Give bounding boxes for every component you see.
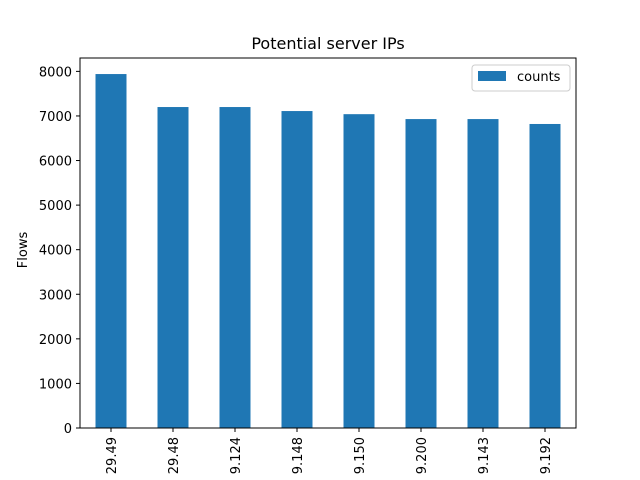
y-axis: 0 1000 2000 3000 4000 5000 6000 7000 8000 <box>39 65 80 437</box>
legend: counts <box>471 64 571 92</box>
bar <box>219 107 251 429</box>
legend-label: counts <box>517 70 561 85</box>
chart-title: Potential server IPs <box>251 34 404 53</box>
legend-swatch <box>478 71 506 81</box>
bar <box>95 74 127 429</box>
y-tick-label: 1000 <box>39 377 72 392</box>
y-tick-label: 8000 <box>39 65 72 80</box>
y-tick-label: 7000 <box>39 110 72 125</box>
x-tick-label: 9.192 <box>539 437 554 474</box>
x-axis: 29.49 29.48 9.124 9.148 9.150 9.200 9.143 9.192 <box>105 428 554 474</box>
plot-frame <box>79 57 577 429</box>
y-tick-label: 4000 <box>39 244 72 259</box>
x-tick-label: 9.148 <box>291 437 306 474</box>
bar <box>281 111 313 429</box>
bar <box>529 123 561 429</box>
bar <box>467 119 499 428</box>
x-tick-label: 9.124 <box>229 437 244 474</box>
y-tick-label: 2000 <box>39 333 72 348</box>
y-tick-label: 5000 <box>39 199 72 214</box>
x-tick-label: 9.200 <box>415 437 430 474</box>
bars-group <box>95 74 561 429</box>
bar <box>405 119 437 428</box>
y-tick-label: 3000 <box>39 288 72 303</box>
bar <box>157 107 189 429</box>
x-tick-label: 29.49 <box>105 437 120 474</box>
y-axis-label: Flows <box>16 232 31 269</box>
x-tick-label: 29.48 <box>167 437 182 474</box>
y-tick-label: 0 <box>64 422 72 437</box>
x-tick-label: 9.143 <box>477 437 492 474</box>
y-tick-label: 6000 <box>39 155 72 170</box>
x-tick-label: 9.150 <box>353 437 368 474</box>
bar <box>343 114 375 429</box>
